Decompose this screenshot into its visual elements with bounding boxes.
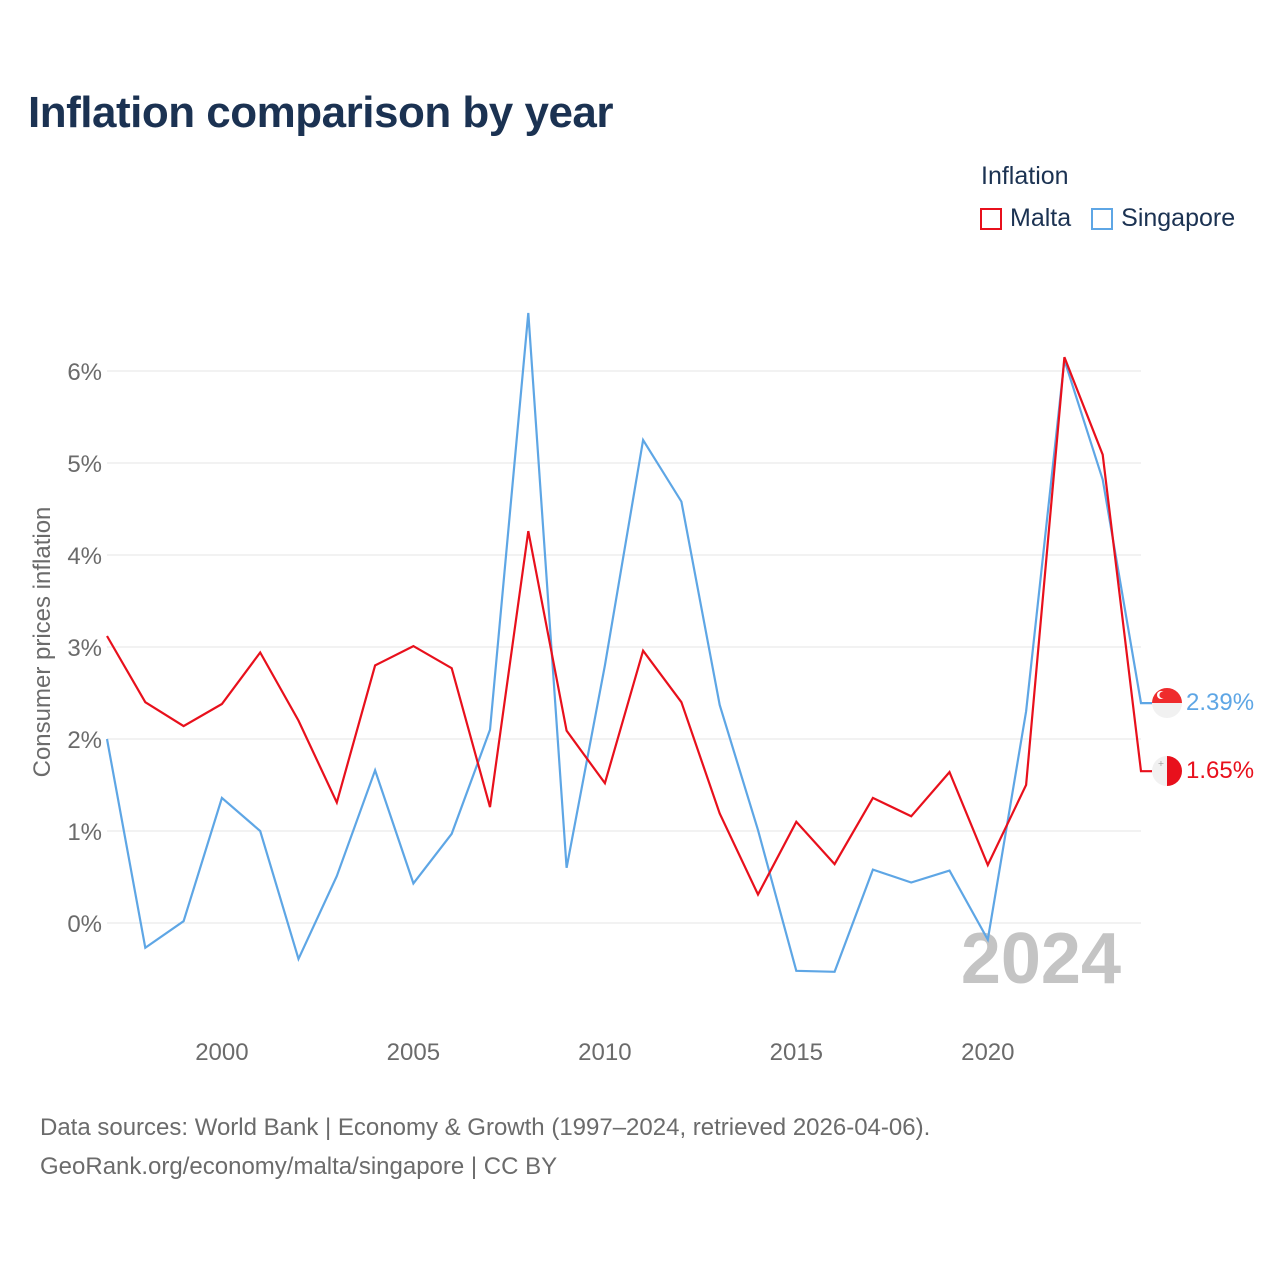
svg-text:+: + <box>1158 759 1165 768</box>
legend-title: Inflation <box>981 162 1069 190</box>
legend-label-malta: Malta <box>1010 204 1072 232</box>
series-lines <box>105 312 1152 973</box>
singapore-flag-icon <box>1152 688 1182 718</box>
x-tick-label: 2015 <box>770 1039 823 1066</box>
chart-title: Inflation comparison by year <box>28 88 614 137</box>
y-tick-label: 5% <box>67 451 102 478</box>
y-tick-label: 4% <box>67 543 102 570</box>
legend-item-singapore[interactable]: Singapore <box>1091 204 1235 233</box>
legend-swatch-singapore <box>1091 207 1114 230</box>
x-axis-ticks: 2000 2005 2010 2015 2020 <box>195 1039 1014 1066</box>
y-axis-ticks: 0% 1% 2% 3% 4% 5% 6% <box>67 359 102 938</box>
y-tick-label: 1% <box>67 819 102 846</box>
y-tick-label: 0% <box>67 911 102 938</box>
y-tick-label: 3% <box>67 635 102 662</box>
malta-flag-icon: + <box>1152 756 1182 786</box>
singapore-end-value: 2.39% <box>1186 689 1254 716</box>
y-axis-label: Consumer prices inflation <box>29 507 56 778</box>
footer-sources: Data sources: World Bank | Economy & Gro… <box>40 1114 931 1141</box>
malta-end-value: 1.65% <box>1186 757 1254 784</box>
y-tick-label: 6% <box>67 359 102 386</box>
legend-item-malta[interactable]: Malta <box>980 204 1071 233</box>
footer: Data sources: World Bank | Economy & Gro… <box>40 1108 930 1186</box>
footer-link[interactable]: GeoRank.org/economy/malta/singapore | CC… <box>40 1153 558 1180</box>
x-tick-label: 2010 <box>578 1039 631 1066</box>
series-line-singapore <box>105 312 1152 973</box>
x-tick-label: 2005 <box>387 1039 440 1066</box>
legend-label-singapore: Singapore <box>1121 204 1236 232</box>
series-line-malta <box>106 356 1152 897</box>
legend: Malta Singapore <box>980 204 1235 233</box>
line-chart: 0% 1% 2% 3% 4% 5% 6% 2000 2005 2010 2015 2020 Cons… <box>29 312 1254 1066</box>
legend-swatch-malta <box>980 207 1002 230</box>
x-tick-label: 2020 <box>961 1039 1014 1066</box>
gridlines <box>107 370 1141 924</box>
x-tick-label: 2000 <box>195 1039 248 1066</box>
y-tick-label: 2% <box>67 727 102 754</box>
year-watermark: 2024 <box>961 919 1121 999</box>
